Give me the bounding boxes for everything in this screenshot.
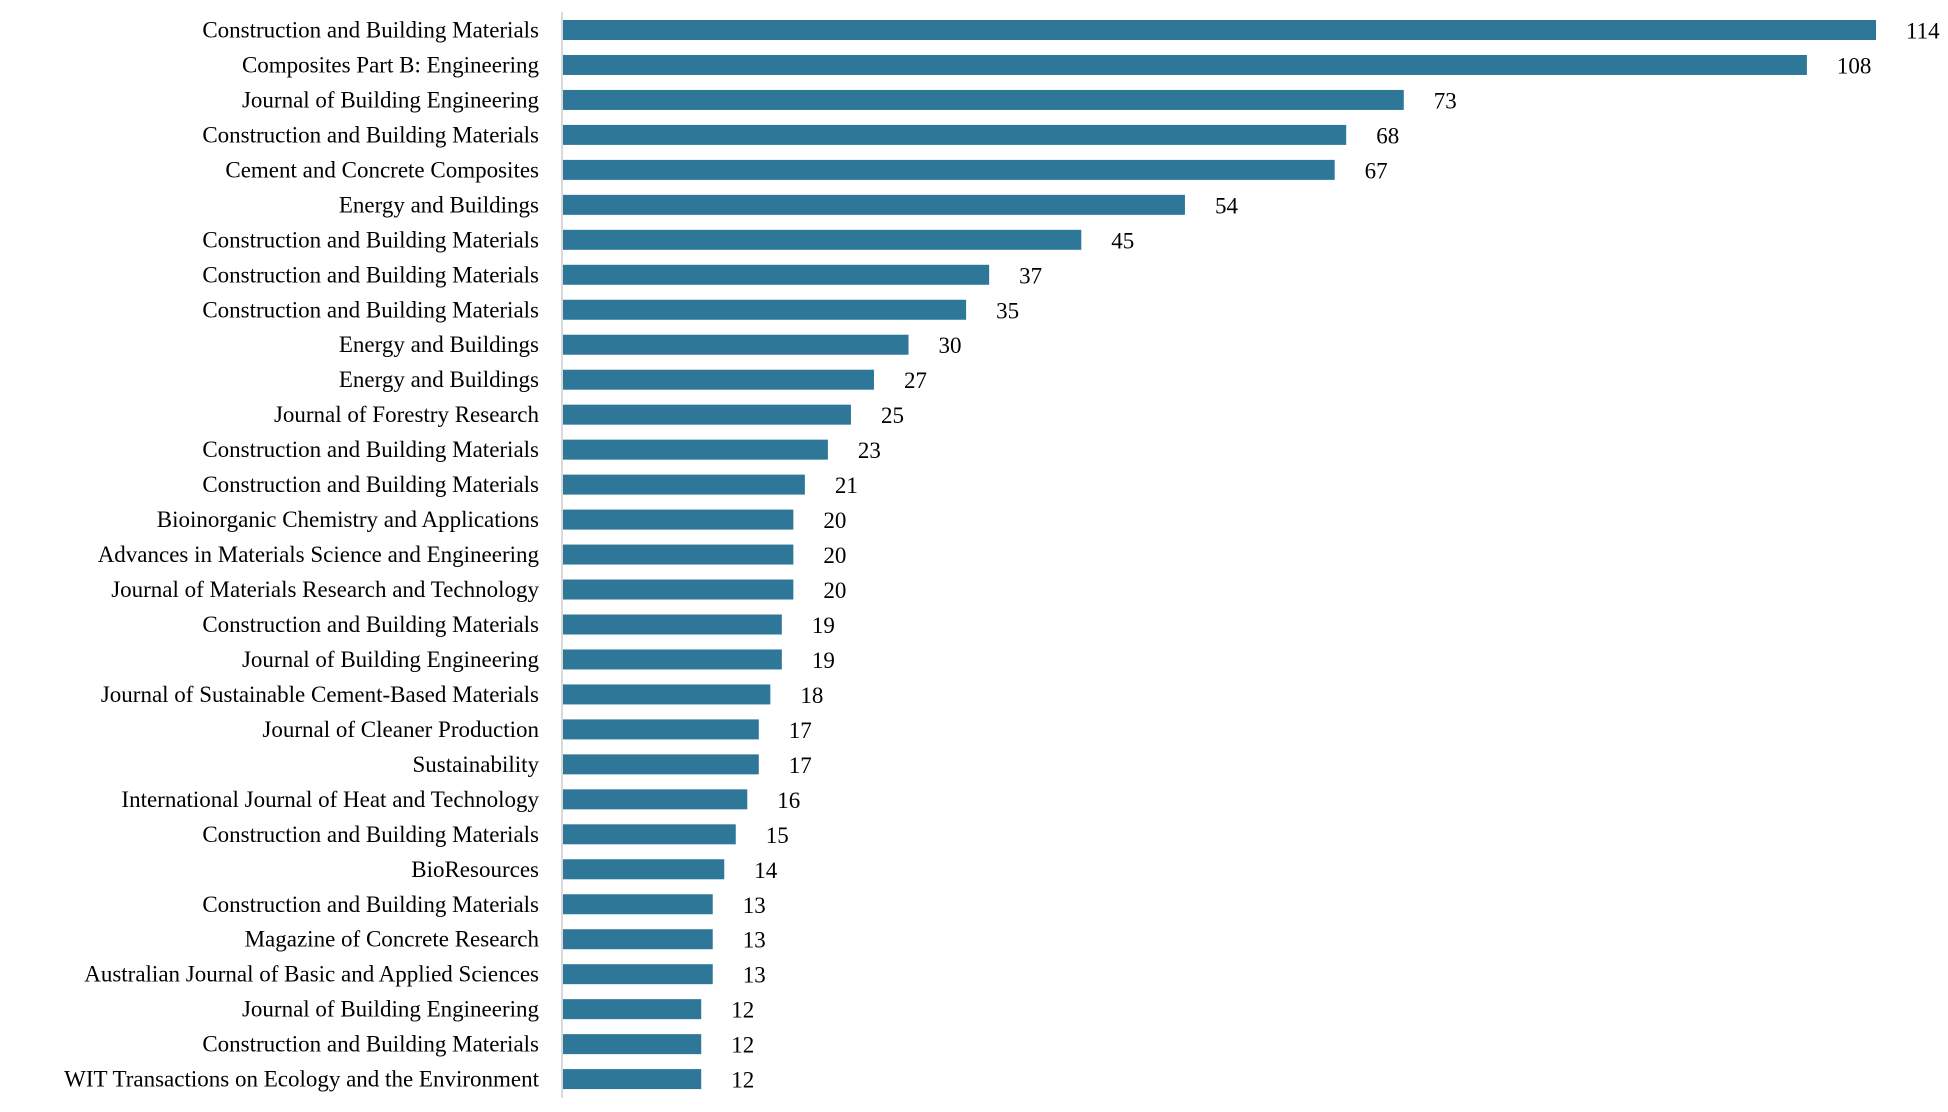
bar (563, 614, 782, 635)
bar (563, 649, 782, 670)
bar-value-label: 68 (1376, 123, 1399, 148)
bar-value-label: 13 (743, 893, 766, 918)
bar (563, 89, 1404, 110)
bar (563, 1069, 702, 1090)
bar-value-label: 13 (743, 963, 766, 988)
category-tick-label: BioResources (411, 857, 539, 882)
bar-value-label: 18 (800, 683, 823, 708)
bar-value-label: 27 (904, 368, 927, 393)
bar-value-label: 16 (777, 788, 800, 813)
bar (563, 1034, 702, 1055)
category-tick-label: Composites Part B: Engineering (242, 52, 540, 77)
bar-value-label: 17 (789, 718, 812, 743)
category-tick-label: Energy and Buildings (339, 332, 539, 357)
bar-value-label: 19 (812, 613, 835, 638)
category-tick-label: Bioinorganic Chemistry and Applications (157, 507, 539, 532)
category-tick-label: Advances in Materials Science and Engine… (98, 542, 540, 567)
category-tick-label: Journal of Building Engineering (242, 87, 540, 112)
bar-value-label: 12 (731, 1033, 754, 1058)
category-tick-label: Journal of Cleaner Production (262, 717, 539, 742)
bar-value-label: 20 (823, 508, 846, 533)
bar (563, 789, 748, 810)
bar (563, 369, 874, 390)
bar (563, 544, 794, 565)
bar (563, 754, 759, 775)
category-tick-label: Construction and Building Materials (202, 297, 539, 322)
category-tick-label: International Journal of Heat and Techno… (121, 787, 539, 812)
bar-value-label: 19 (812, 648, 835, 673)
bar (563, 159, 1335, 180)
category-tick-label: Construction and Building Materials (202, 612, 539, 637)
bar (563, 684, 771, 705)
bar (563, 824, 736, 845)
category-tick-label: Journal of Materials Research and Techno… (111, 577, 539, 602)
bar (563, 964, 713, 985)
bar-value-label: 14 (754, 858, 778, 883)
bar (563, 929, 713, 950)
category-tick-label: Construction and Building Materials (202, 822, 539, 847)
category-tick-label: Australian Journal of Basic and Applied … (84, 962, 539, 987)
category-tick-label: Construction and Building Materials (202, 227, 539, 252)
bar (563, 124, 1347, 145)
bar (563, 299, 967, 320)
bar-value-label: 12 (731, 998, 754, 1023)
bar-value-label: 67 (1365, 158, 1388, 183)
bar-value-label: 35 (996, 298, 1019, 323)
bar (563, 194, 1185, 215)
bar (563, 54, 1807, 75)
bar-value-label: 108 (1837, 53, 1872, 78)
bar (563, 404, 851, 425)
bar (563, 439, 828, 460)
bar (563, 20, 1876, 40)
bar-value-label: 17 (789, 753, 812, 778)
bar-value-label: 25 (881, 403, 904, 428)
bar-value-label: 54 (1215, 193, 1239, 218)
category-tick-label: Journal of Building Engineering (242, 647, 540, 672)
bar (563, 894, 713, 915)
category-tick-label: Construction and Building Materials (202, 892, 539, 917)
category-tick-label: Sustainability (413, 752, 540, 777)
bar (563, 474, 805, 495)
category-tick-label: Journal of Forestry Research (274, 402, 540, 427)
category-tick-label: Construction and Building Materials (202, 472, 539, 497)
bar-value-label: 15 (766, 823, 789, 848)
category-tick-label: Journal of Sustainable Cement-Based Mate… (101, 682, 539, 707)
bar (563, 509, 794, 530)
category-tick-label: Construction and Building Materials (202, 1032, 539, 1057)
bar-value-label: 45 (1111, 228, 1134, 253)
bar (563, 264, 990, 285)
bar-value-label: 20 (823, 543, 846, 568)
bar-value-label: 37 (1019, 263, 1042, 288)
category-tick-label: Construction and Building Materials (202, 437, 539, 462)
category-tick-label: Energy and Buildings (339, 192, 539, 217)
category-tick-label: Journal of Building Engineering (242, 997, 540, 1022)
bar-value-label: 21 (835, 473, 858, 498)
category-tick-label: Construction and Building Materials (202, 18, 539, 43)
bar-value-label: 114 (1906, 19, 1940, 44)
bar-value-label: 73 (1434, 88, 1457, 113)
category-tick-label: Construction and Building Materials (202, 262, 539, 287)
bar-value-label: 20 (823, 578, 846, 603)
category-tick-label: Magazine of Concrete Research (245, 927, 540, 952)
bar-value-label: 13 (743, 928, 766, 953)
bar (563, 719, 759, 740)
bar (563, 334, 909, 355)
category-tick-label: Energy and Buildings (339, 367, 539, 392)
bar (563, 579, 794, 600)
bar (563, 999, 702, 1020)
category-tick-label: Cement and Concrete Composites (225, 157, 539, 182)
bar-value-label: 30 (939, 333, 962, 358)
category-tick-label: Construction and Building Materials (202, 122, 539, 147)
bar-value-label: 23 (858, 438, 881, 463)
category-tick-label: WIT Transactions on Ecology and the Envi… (64, 1067, 539, 1092)
bar (563, 229, 1082, 250)
bar (563, 859, 725, 880)
bar-value-label: 12 (731, 1068, 754, 1093)
